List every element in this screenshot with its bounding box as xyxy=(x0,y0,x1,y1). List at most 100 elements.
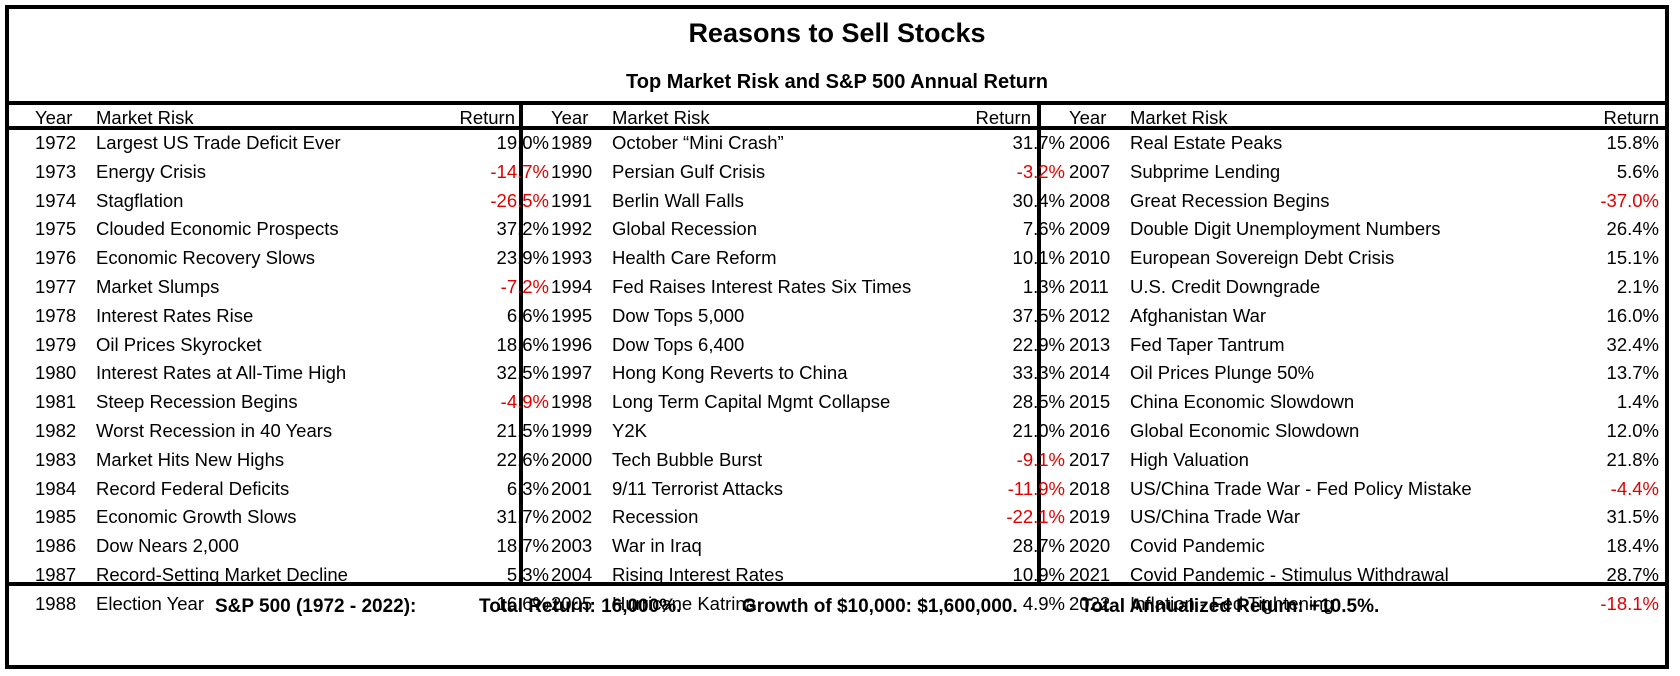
table-row: 1979 Oil Prices Skyrocket 18.6% xyxy=(9,331,557,360)
row-return: 31.7% xyxy=(1012,132,1065,153)
row-year: 2020 xyxy=(1069,535,1111,557)
row-market-risk: Rising Interest Rates xyxy=(612,563,784,585)
row-market-risk: Interest Rates Rise xyxy=(96,304,254,326)
table-row: 1981 Steep Recession Begins -4.9% xyxy=(9,388,557,417)
row-return: 12.0% xyxy=(1606,419,1659,441)
row-return: 6.3% xyxy=(506,477,549,499)
row-market-risk: Clouded Economic Prospects xyxy=(96,218,339,240)
row-year: 1985 xyxy=(35,506,77,528)
footer-top-rule xyxy=(9,582,1665,586)
table-row: 1984 Record Federal Deficits 6.3% xyxy=(9,475,557,504)
table-row: 1995 Dow Tops 5,000 37.5% xyxy=(525,302,1073,331)
row-year: 2009 xyxy=(1069,218,1111,240)
row-year: 1992 xyxy=(551,218,593,240)
row-return: 2.1% xyxy=(1616,275,1659,297)
row-year: 2011 xyxy=(1069,275,1109,297)
table-row: 1975 Clouded Economic Prospects 37.2% xyxy=(9,215,557,244)
row-market-risk: Long Term Capital Mgmt Collapse xyxy=(612,391,891,413)
row-year: 1998 xyxy=(551,391,593,413)
table-row: 2011 U.S. Credit Downgrade 2.1% xyxy=(1043,273,1665,302)
table-row: 1977 Market Slumps -7.2% xyxy=(9,273,557,302)
row-market-risk: Steep Recession Begins xyxy=(96,391,298,413)
table-row: 1994 Fed Raises Interest Rates Six Times 1… xyxy=(525,273,1073,302)
row-year: 1988 xyxy=(35,592,77,614)
row-market-risk: Election Year xyxy=(96,592,205,614)
row-return: -26.5% xyxy=(490,189,549,211)
row-return: 21.8% xyxy=(1606,448,1659,470)
header-bottom-rule xyxy=(9,126,1665,130)
row-return: 13.7% xyxy=(1606,362,1659,384)
table-row: 1989 October “Mini Crash” 31.7% xyxy=(525,129,1073,158)
row-market-risk: Worst Recession in 40 Years xyxy=(96,419,333,441)
row-year: 1989 xyxy=(551,132,593,153)
header-market-risk: Market Risk xyxy=(612,107,710,128)
row-year: 1982 xyxy=(35,419,77,441)
row-market-risk: Global Recession xyxy=(612,218,757,240)
row-year: 1979 xyxy=(35,333,77,355)
row-return: -3.2% xyxy=(1016,160,1065,182)
row-year: 2018 xyxy=(1069,477,1111,499)
column-divider-2 xyxy=(1037,101,1041,586)
row-return: 16.0% xyxy=(1606,304,1659,326)
row-year: 1977 xyxy=(35,275,77,297)
table-row: 2006 Real Estate Peaks 15.8% xyxy=(1043,129,1665,158)
header-market-risk: Market Risk xyxy=(1130,107,1228,128)
column-header: Year Market Risk Return xyxy=(9,101,557,132)
table-row: 1983 Market Hits New Highs 22.6% xyxy=(9,446,557,475)
row-year: 1976 xyxy=(35,247,77,269)
table-row: 2008 Great Recession Begins -37.0% xyxy=(1043,187,1665,216)
row-market-risk: US/China Trade War xyxy=(1130,506,1300,528)
table-column: Year Market Risk Return 2006 Real Estate … xyxy=(1043,101,1665,614)
row-year: 1983 xyxy=(35,448,77,470)
row-market-risk: Covid Pandemic xyxy=(1130,535,1265,557)
row-return: -4.4% xyxy=(1610,477,1659,499)
row-return: 21.0% xyxy=(1012,419,1065,441)
row-market-risk: Subprime Lending xyxy=(1130,160,1281,182)
row-market-risk: Covid Pandemic - Stimulus Withdrawal xyxy=(1130,563,1449,585)
row-market-risk: Hurricane Katrina xyxy=(612,592,756,614)
row-market-risk: Market Slumps xyxy=(96,275,220,297)
row-year: 2013 xyxy=(1069,333,1111,355)
table-row: 2016 Global Economic Slowdown 12.0% xyxy=(1043,417,1665,446)
row-return: 30.4% xyxy=(1012,189,1065,211)
footer-annualized: Total Annualized Return: +10.5%. xyxy=(1081,596,1380,617)
table-row: 1985 Economic Growth Slows 31.7% xyxy=(9,503,557,532)
table-row: 1973 Energy Crisis -14.7% xyxy=(9,158,557,187)
row-year: 2014 xyxy=(1069,362,1111,384)
row-year: 1978 xyxy=(35,304,77,326)
row-return: 6.6% xyxy=(506,304,549,326)
header-return: Return xyxy=(1603,107,1659,128)
table-row: 2005 Hurricane Katrina 4.9% xyxy=(525,590,1073,619)
row-market-risk: Energy Crisis xyxy=(96,160,206,182)
table-row: 2018 US/China Trade War - Fed Policy Mist… xyxy=(1043,475,1665,504)
table-frame: Reasons to Sell Stocks Top Market Risk a… xyxy=(5,5,1669,669)
row-return: 37.2% xyxy=(496,218,549,240)
table-row: 1986 Dow Nears 2,000 18.7% xyxy=(9,532,557,561)
row-year: 2001 xyxy=(551,477,593,499)
row-return: 31.5% xyxy=(1606,506,1659,528)
table-rows: 1972 Largest US Trade Deficit Ever 19.0% 19… xyxy=(9,129,557,619)
table-row: 2001 9/11 Terrorist Attacks -11.9% xyxy=(525,475,1073,504)
row-year: 1996 xyxy=(551,333,593,355)
table-row: 2017 High Valuation 21.8% xyxy=(1043,446,1665,475)
row-return: 26.4% xyxy=(1606,218,1659,240)
footer-growth: Growth of $10,000: $1,600,000. xyxy=(742,596,1018,617)
row-year: 1984 xyxy=(35,477,77,499)
row-year: 2015 xyxy=(1069,391,1111,413)
header-top-rule xyxy=(9,101,1665,105)
table-row: 1976 Economic Recovery Slows 23.9% xyxy=(9,244,557,273)
table-row: 2009 Double Digit Unemployment Numbers 26.… xyxy=(1043,215,1665,244)
row-market-risk: Hong Kong Reverts to China xyxy=(612,362,848,384)
row-return: 15.8% xyxy=(1606,132,1659,153)
row-market-risk: Oil Prices Plunge 50% xyxy=(1130,362,1315,384)
header-return: Return xyxy=(975,107,1031,128)
row-return: 10.9% xyxy=(1012,563,1065,585)
table-row: 2019 US/China Trade War 31.5% xyxy=(1043,503,1665,532)
row-year: 1981 xyxy=(35,391,77,413)
table-row: 2007 Subprime Lending 5.6% xyxy=(1043,158,1665,187)
row-return: 7.6% xyxy=(1022,218,1065,240)
footer-period: S&P 500 (1972 - 2022): xyxy=(215,596,417,617)
row-return: -14.7% xyxy=(490,160,549,182)
row-return: 23.9% xyxy=(496,247,549,269)
table-row: 1993 Health Care Reform 10.1% xyxy=(525,244,1073,273)
